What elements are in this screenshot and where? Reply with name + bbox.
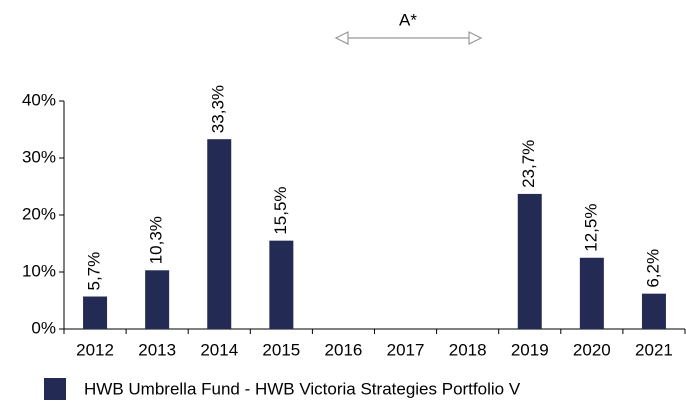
x-tick-label: 2012 <box>76 340 114 359</box>
annotation-arrow <box>334 31 483 45</box>
x-tick-label: 2017 <box>387 340 425 359</box>
bar <box>269 240 294 329</box>
legend-label: HWB Umbrella Fund - HWB Victoria Strateg… <box>84 379 521 398</box>
y-tick-label: 30% <box>22 147 56 166</box>
value-label: 6,2% <box>643 249 662 288</box>
x-tick-label: 2021 <box>635 340 673 359</box>
value-label: 23,7% <box>519 140 538 188</box>
x-tick-label: 2016 <box>325 340 363 359</box>
y-tick-label: 40% <box>22 90 56 109</box>
value-label: 5,7% <box>85 252 104 291</box>
x-tick-label: 2015 <box>262 340 300 359</box>
value-label: 33,3% <box>209 85 228 133</box>
y-tick-label: 20% <box>22 204 56 223</box>
value-label: 12,5% <box>581 204 600 252</box>
bar <box>641 293 666 329</box>
bar <box>83 296 108 329</box>
x-tick-label: 2014 <box>200 340 238 359</box>
bar <box>207 139 232 329</box>
annotation: A* <box>399 10 417 29</box>
x-tick-label: 2013 <box>138 340 176 359</box>
y-tick-label: 0% <box>31 318 56 337</box>
bar <box>145 270 170 329</box>
x-tick-label: 2019 <box>511 340 549 359</box>
bar <box>579 257 604 329</box>
x-tick-label: 2020 <box>573 340 611 359</box>
bar <box>517 193 542 329</box>
value-label: 10,3% <box>147 216 166 264</box>
y-tick-label: 10% <box>22 261 56 280</box>
x-tick-label: 2018 <box>449 340 487 359</box>
legend-swatch <box>44 378 66 400</box>
value-label: 15,5% <box>271 186 290 234</box>
